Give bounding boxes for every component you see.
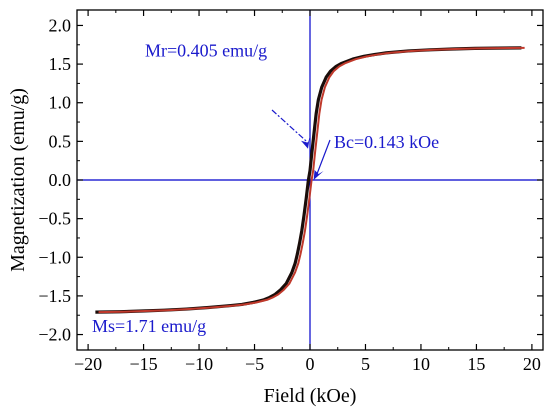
bc-arrow-line	[316, 139, 331, 176]
y-tick-label: 0.0	[49, 170, 72, 190]
x-axis-label: Field (kOe)	[264, 385, 357, 407]
ticks-group: −20 −15 −10 −5 0 5 10 15 20 −2.0 −1.5 −1.0 −0.5 0.0 0.…	[38, 10, 543, 374]
x-tick-label: −20	[74, 354, 102, 374]
x-tick-label: 15	[467, 354, 485, 374]
mr-arrowhead	[301, 135, 310, 149]
x-tick-label: 10	[412, 354, 430, 374]
x-tick-label: 0	[306, 354, 315, 374]
y-tick-label: −1.5	[38, 286, 71, 306]
ms-annotation-text: Ms=1.71 emu/g	[92, 316, 206, 336]
bc-annotation-text: Bc=0.143 kOe	[334, 132, 439, 152]
y-tick-label: 2.0	[49, 15, 72, 35]
y-tick-label: −0.5	[38, 209, 71, 229]
annotations-group: Mr=0.405 emu/g Bc=0.143 kOe Ms=1.71 emu/g	[92, 41, 439, 336]
y-tick-label: 1.0	[49, 93, 72, 113]
y-axis-label: Magnetization (emu/g)	[7, 88, 29, 272]
series-group	[95, 46, 525, 314]
y-tick-label: 0.5	[49, 131, 72, 151]
mr-arrow-line	[271, 109, 309, 144]
x-tick-label: −15	[129, 354, 157, 374]
y-tick-label: 1.5	[49, 54, 72, 74]
y-tick-label: −1.0	[38, 247, 71, 267]
mr-annotation-text: Mr=0.405 emu/g	[145, 41, 267, 61]
x-tick-label: 5	[361, 354, 370, 374]
y-tick-label: −2.0	[38, 325, 71, 345]
hysteresis-branch-red	[98, 46, 525, 314]
x-tick-label: 20	[523, 354, 541, 374]
bc-arrowhead	[313, 170, 324, 180]
x-tick-label: −10	[185, 354, 213, 374]
x-tick-label: −5	[245, 354, 264, 374]
